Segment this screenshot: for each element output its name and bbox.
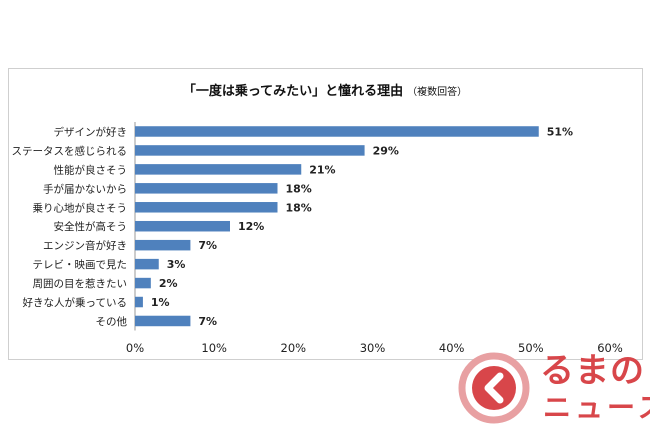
data-label: 7% — [198, 315, 217, 328]
bar — [135, 277, 151, 289]
x-tick-label: 10% — [201, 341, 227, 355]
category-label: 好きな人が乗っている — [23, 296, 127, 309]
data-label: 12% — [238, 220, 264, 233]
bar — [135, 164, 302, 175]
category-label: その他 — [96, 315, 128, 328]
category-label: デザインが好き — [54, 125, 128, 138]
bar — [135, 315, 191, 327]
category-label: 性能が良さそう — [54, 163, 128, 176]
data-label: 21% — [309, 163, 335, 176]
category-label: ステータスを感じられる — [12, 144, 128, 157]
bar — [135, 296, 143, 308]
data-label: 7% — [198, 239, 217, 252]
data-label: 51% — [547, 125, 573, 138]
bar — [135, 220, 230, 232]
x-tick-label: 20% — [281, 341, 307, 355]
category-label: テレビ・映画で見た — [33, 259, 128, 271]
data-label: 18% — [286, 201, 312, 214]
x-tick-label: 50% — [518, 341, 544, 355]
bar — [135, 183, 278, 194]
logo-subtext: ニュース — [543, 391, 650, 424]
data-label: 3% — [167, 258, 186, 271]
bar — [135, 202, 278, 213]
logo-text: るまの — [540, 351, 645, 391]
category-label: 安全性が高そう — [54, 220, 128, 233]
data-label: 2% — [159, 277, 178, 290]
category-label: エンジン音が好き — [43, 239, 127, 252]
bar — [135, 258, 159, 270]
chart-frame — [8, 68, 643, 360]
chart-title-text: 「一度は乗ってみたい」と憧れる理由 — [182, 84, 404, 99]
chart-subtitle: （複数回答） — [407, 87, 468, 98]
category-label: 周囲の目を惹きたい — [33, 278, 128, 290]
data-label: 18% — [286, 182, 312, 195]
bar — [135, 126, 539, 137]
chart-title: 「一度は乗ってみたい」と憧れる理由 （複数回答） — [0, 80, 650, 99]
category-label: 乗り心地が良さそう — [33, 201, 128, 214]
x-tick-label: 60% — [597, 341, 623, 355]
x-tick-label: 0% — [126, 341, 144, 355]
bar — [135, 239, 191, 251]
data-label: 29% — [373, 144, 399, 157]
x-tick-label: 30% — [360, 341, 386, 355]
x-tick-label: 40% — [439, 341, 465, 355]
bar — [135, 145, 365, 156]
kuruma-news-logo-icon — [458, 352, 530, 424]
data-label: 1% — [151, 296, 170, 309]
category-label: 手が届かないから — [43, 182, 127, 195]
